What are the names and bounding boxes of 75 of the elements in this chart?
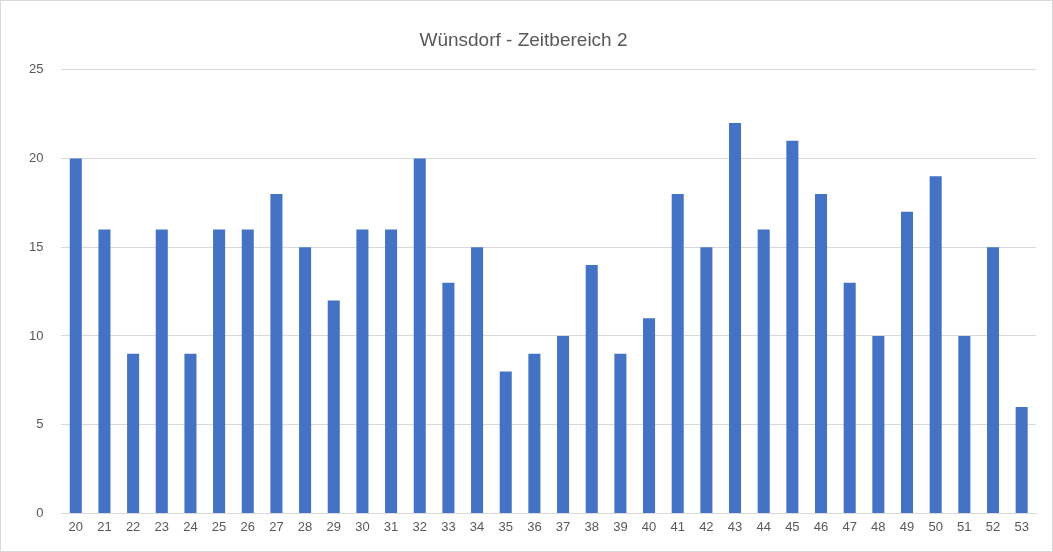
bar (327, 300, 340, 513)
bar (757, 229, 770, 513)
bar (270, 194, 283, 513)
x-tick-label: 28 (297, 518, 313, 534)
bar (671, 194, 684, 513)
x-tick-label: 34 (469, 518, 485, 534)
x-tick-label: 33 (441, 518, 456, 534)
x-tick-label: 49 (899, 518, 915, 534)
x-tick-label: 42 (699, 518, 714, 534)
x-tick-label: 21 (97, 518, 112, 534)
y-tick-label: 25 (28, 61, 44, 77)
bar (69, 158, 82, 513)
y-tick-label: 15 (28, 238, 44, 254)
x-tick-label: 37 (555, 518, 571, 534)
bar (499, 371, 512, 513)
bar (815, 194, 828, 513)
bar (557, 335, 570, 513)
x-tick-label: 24 (183, 518, 198, 534)
bar (872, 335, 885, 513)
bar (299, 247, 312, 513)
bar (155, 229, 168, 513)
bar (643, 318, 656, 513)
x-tick-label: 53 (1014, 518, 1029, 534)
x-tick-label: 29 (326, 518, 341, 534)
bar (356, 229, 369, 513)
x-tick-label: 40 (641, 518, 657, 534)
bar (241, 229, 254, 513)
x-tick-label: 47 (842, 518, 857, 534)
x-tick-label: 31 (383, 518, 399, 534)
x-tick-label: 32 (412, 518, 427, 534)
bar (442, 282, 455, 513)
x-tick-label: 38 (584, 518, 599, 534)
x-tick-label: 26 (240, 518, 255, 534)
x-tick-label: 45 (785, 518, 800, 534)
bar (614, 353, 627, 513)
x-tick-label: 36 (527, 518, 542, 534)
bar (213, 229, 226, 513)
bar (471, 247, 484, 513)
x-tick-label: 52 (985, 518, 1001, 534)
x-tick-label: 46 (813, 518, 829, 534)
x-tick-label: 39 (613, 518, 628, 534)
x-tick-label: 44 (756, 518, 771, 534)
y-tick-label: 20 (28, 150, 44, 166)
x-tick-label: 30 (355, 518, 370, 534)
bar (901, 211, 914, 513)
bar (98, 229, 111, 513)
bar (786, 140, 799, 513)
x-tick-label: 48 (871, 518, 886, 534)
x-tick-label: 41 (670, 518, 685, 534)
y-tick-label: 5 (36, 416, 44, 432)
x-tick-label: 20 (68, 518, 84, 534)
x-tick-label: 50 (928, 518, 943, 534)
x-tick-label: 43 (727, 518, 743, 534)
x-tick-label: 51 (957, 518, 972, 534)
bar (528, 353, 541, 513)
x-tick-label: 25 (211, 518, 227, 534)
x-tick-label: 23 (154, 518, 170, 534)
bar (413, 158, 426, 513)
bar (1015, 406, 1028, 513)
bar (585, 264, 598, 513)
bar (958, 335, 971, 513)
bar (929, 176, 942, 513)
chart-title: Wünsdorf - Zeitbereich 2 (419, 28, 628, 50)
y-tick-label: 10 (28, 327, 44, 343)
bar (986, 247, 1000, 513)
x-tick-label: 27 (269, 518, 284, 534)
bar (843, 282, 856, 513)
bar (700, 247, 713, 513)
bar (184, 353, 197, 513)
bar (385, 229, 398, 513)
bar (127, 353, 140, 513)
x-tick-label: 22 (125, 518, 141, 534)
y-tick-label: 0 (36, 504, 44, 520)
bar (729, 123, 742, 513)
x-tick-label: 35 (498, 518, 513, 534)
